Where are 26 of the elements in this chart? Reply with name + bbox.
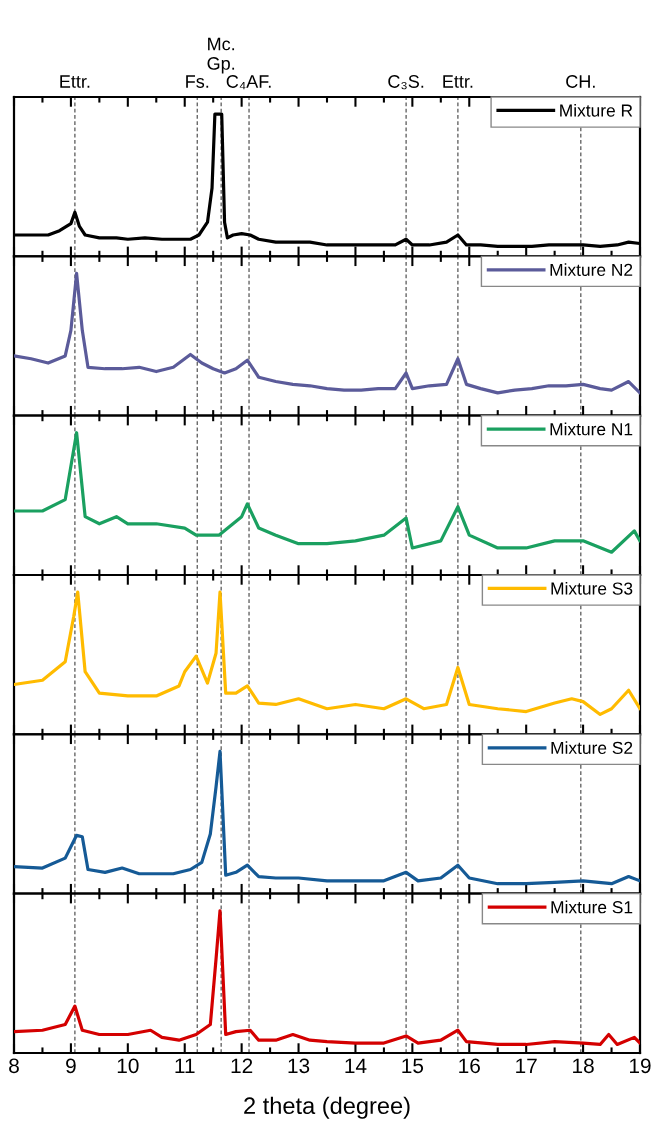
ref-line-label: Fs.	[186, 75, 209, 88]
x-axis-title: 2 theta (degree)	[244, 1096, 410, 1119]
x-tick-label: 16	[459, 1058, 480, 1074]
x-tick-label: 15	[402, 1058, 424, 1074]
legend-label: Mixture N1	[550, 422, 633, 436]
ref-line-label: Mc. Gp.	[207, 37, 235, 74]
x-tick-label: 8	[9, 1058, 19, 1074]
legend-label: Mixture S1	[551, 900, 633, 914]
x-tick-label: 12	[231, 1058, 253, 1073]
legend-label: Mixture S3	[551, 581, 633, 595]
x-tick-label: 19	[630, 1058, 651, 1074]
legend-label: Mixture N2	[550, 263, 633, 277]
x-tick-label: 10	[117, 1058, 139, 1074]
x-tick-label: 17	[516, 1058, 537, 1073]
ref-line-label: C₄AF.	[226, 75, 271, 90]
x-tick-label: 18	[573, 1058, 594, 1074]
x-tick-label: 11	[175, 1058, 195, 1073]
legend-label: Mixture R	[560, 103, 633, 117]
ref-line-label: Ettr.	[443, 75, 473, 88]
legend-label: Mixture S2	[551, 741, 633, 755]
ref-line-label: C₃S.	[388, 75, 424, 90]
ref-line-label: Ettr.	[60, 75, 90, 88]
x-tick-label: 14	[345, 1058, 367, 1073]
x-tick-label: 13	[288, 1058, 310, 1074]
x-tick-label: 9	[66, 1058, 76, 1074]
ref-line-label: CH.	[566, 75, 595, 88]
